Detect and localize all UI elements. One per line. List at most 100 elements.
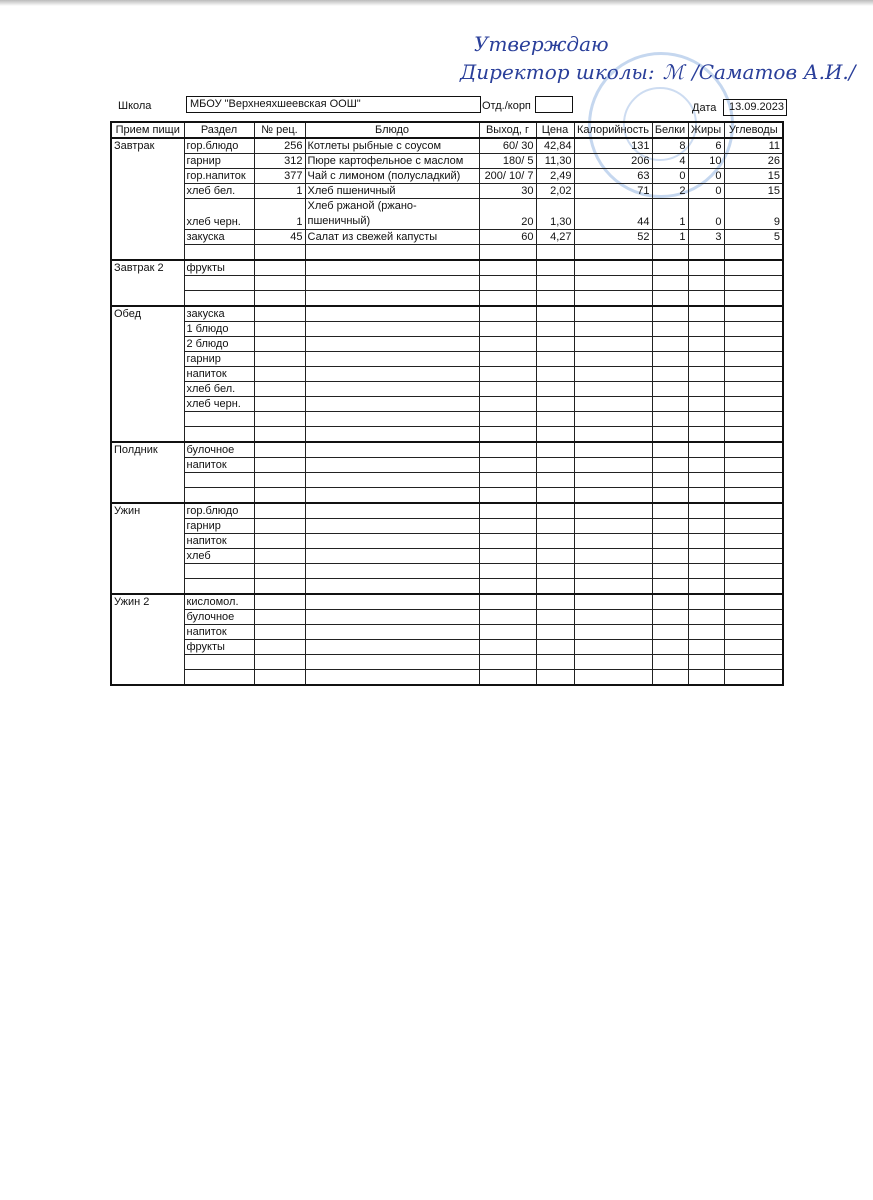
meal-name: Завтрак 2 [110,259,185,307]
table-row: Завтрак 2 фрукты [110,259,784,307]
cell-carbs [723,533,784,549]
cell-calories [573,502,653,519]
cell-proteins [651,533,689,549]
cell-recipe-number: 256 [253,137,306,154]
cell-price [535,457,575,473]
cell-portion [478,487,537,504]
cell-proteins [651,518,689,534]
table-row [111,244,784,261]
cell-section [183,487,255,504]
cell-proteins [651,593,689,610]
cell-calories [573,244,653,261]
approval-name: /Саматов А.И./ [691,60,856,84]
table-row [111,654,784,670]
cell-calories [573,518,653,534]
cell-portion [478,609,537,625]
cell-proteins: 0 [651,168,689,184]
cell-carbs [723,654,784,670]
cell-dish [304,244,480,261]
cell-carbs [723,472,784,488]
table-row [111,290,784,307]
cell-price [535,518,575,534]
cell-proteins [651,563,689,579]
cell-carbs [723,366,784,382]
cell-recipe-number [253,259,306,276]
table-row: Обед закуска [110,305,784,443]
cell-fats [687,259,725,276]
cell-portion [478,502,537,519]
cell-recipe-number [253,669,306,686]
cell-portion [478,366,537,382]
cell-section [183,472,255,488]
table-row [111,487,784,504]
cell-calories [573,275,653,291]
cell-price [535,669,575,686]
table-row [111,563,784,579]
approval-row: Директор школы: ℳ /Саматов А.И./ [460,60,856,84]
cell-fats [687,563,725,579]
cell-recipe-number [253,563,306,579]
cell-section: булочное [183,441,255,458]
cell-calories [573,548,653,564]
table-row [111,578,784,595]
date-label: Дата [692,102,717,114]
cell-section: гор.блюдо [183,137,255,154]
cell-proteins [651,351,689,367]
cell-carbs [723,321,784,337]
cell-fats [687,669,725,686]
cell-proteins: 8 [651,137,689,154]
cell-recipe-number [253,366,306,382]
cell-fats: 0 [687,183,725,199]
cell-section: напиток [183,366,255,382]
table-row: гарнир [111,351,784,367]
cell-proteins [651,639,689,655]
cell-portion [478,305,537,322]
cell-price [535,351,575,367]
cell-recipe-number [253,518,306,534]
cell-calories [573,624,653,640]
cell-price: 2,02 [535,183,575,199]
cell-price [535,336,575,352]
cell-dish [304,593,480,610]
cell-carbs [723,305,784,322]
cell-price [535,305,575,322]
cell-fats [687,426,725,443]
cell-dish [304,411,480,427]
cell-fats [687,609,725,625]
cell-calories [573,305,653,322]
cell-carbs [723,351,784,367]
cell-recipe-number: 45 [253,229,306,245]
cell-section: закуска [183,229,255,245]
table-row: 1 блюдо [111,321,784,337]
cell-fats [687,411,725,427]
table-row: булочное [111,609,784,625]
cell-calories [573,578,653,595]
cell-fats [687,305,725,322]
table-row [111,669,784,686]
cell-price [535,472,575,488]
table-row [111,426,784,443]
cell-proteins [651,669,689,686]
cell-price [535,441,575,458]
column-header: Калорийность [573,121,653,139]
cell-carbs [723,290,784,307]
cell-carbs [723,502,784,519]
date-field: 13.09.2023 [723,99,787,116]
cell-price: 2,49 [535,168,575,184]
cell-recipe-number [253,472,306,488]
cell-calories [573,609,653,625]
cell-recipe-number [253,426,306,443]
cell-price: 4,27 [535,229,575,245]
cell-portion [478,396,537,412]
cell-section: 2 блюдо [183,336,255,352]
cell-dish [304,336,480,352]
cell-recipe-number [253,305,306,322]
cell-calories: 63 [573,168,653,184]
cell-dish [304,441,480,458]
cell-section [183,654,255,670]
cell-dish [304,533,480,549]
cell-proteins [651,548,689,564]
column-header: Выход, г [478,121,537,139]
cell-calories [573,441,653,458]
cell-recipe-number [253,321,306,337]
